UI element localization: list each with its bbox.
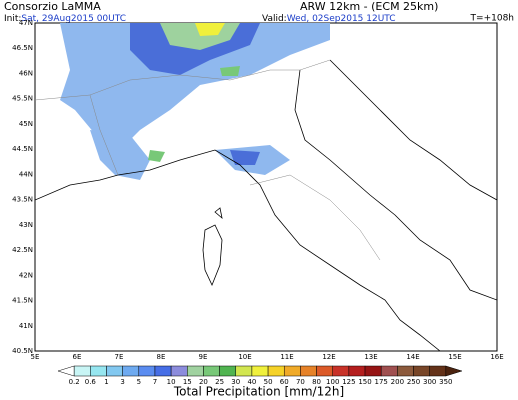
coastlines [35, 59, 497, 351]
lon-label: 7E [115, 353, 124, 361]
colorbar-swatch [187, 365, 204, 377]
colorbar-swatch [235, 365, 253, 377]
lon-label: 6E [73, 353, 82, 361]
lon-label: 5E [31, 353, 40, 361]
lon-label: 9E [199, 353, 208, 361]
lat-label: 41.5N [12, 297, 33, 305]
lon-label: 15E [448, 353, 461, 361]
lat-label: 43N [19, 221, 33, 229]
colorbar-label: 100 [326, 378, 339, 386]
colorbar-swatch [154, 365, 172, 377]
source: Consorzio LaMMA [4, 0, 101, 13]
colorbar-label: 25 [215, 378, 224, 386]
valid-value: Wed, 02Sep2015 12UTC [287, 14, 396, 24]
colorbar-swatch [316, 365, 333, 377]
colorbar-label: 0.2 [69, 378, 80, 386]
colorbar-swatch [364, 365, 382, 377]
colorbar-label: 15 [183, 378, 192, 386]
colorbar-swatch [106, 365, 123, 377]
map [34, 22, 498, 352]
colorbar-label: 70 [296, 378, 305, 386]
lat-label: 42.5N [12, 246, 33, 254]
colorbar-label: 30 [231, 378, 240, 386]
colorbar-label: 125 [342, 378, 355, 386]
colorbar-swatch [332, 365, 350, 377]
colorbar-label: 350 [439, 378, 452, 386]
valid: Valid:Wed, 02Sep2015 12UTC [262, 14, 396, 24]
colorbar-label: 175 [375, 378, 388, 386]
colorbar: 0.2 0.6 1 3 5 7 10 15 20 25 30 40 50 60 70 80 100 125 150 1… [57, 365, 463, 386]
colorbar-swatch [138, 365, 156, 377]
init-value: Sat, 29Aug2015 00UTC [21, 14, 126, 24]
lat-label: 47N [19, 19, 33, 27]
colorbar-label: 5 [137, 378, 141, 386]
colorbar-swatch [251, 365, 269, 377]
colorbar-label: 60 [280, 378, 289, 386]
colorbar-swatch [73, 365, 91, 377]
colorbar-label: 200 [391, 378, 404, 386]
colorbar-label: 300 [423, 378, 436, 386]
colorbar-label: 80 [312, 378, 321, 386]
lat-label: 46.5N [12, 44, 33, 52]
lat-label: 40.5N [12, 347, 33, 355]
lat-label: 46N [19, 69, 33, 77]
lon-labels: 5E 6E 7E 8E 9E 10E 11E 12E 13E 14E 15E 16E [31, 353, 504, 361]
lat-label: 44N [19, 170, 33, 178]
colorbar-label: 250 [407, 378, 420, 386]
colorbar-swatch [170, 365, 188, 377]
lead-time: T=+108h [470, 14, 514, 24]
lat-label: 45.5N [12, 95, 33, 103]
colorbar-label: 50 [264, 378, 273, 386]
colorbar-label: 0.6 [85, 378, 97, 386]
precipitation [60, 23, 330, 180]
init-label: Init: [4, 14, 21, 24]
colorbar-label: 10 [167, 378, 176, 386]
lat-label: 45N [19, 120, 33, 128]
colorbar-label: 150 [358, 378, 371, 386]
lon-label: 10E [238, 353, 251, 361]
colorbar-arrow [57, 365, 75, 377]
colorbar-swatch [300, 365, 317, 377]
colorbar-label: 1 [104, 378, 108, 386]
colorbar-swatch [267, 365, 285, 377]
lat-label: 43.5N [12, 196, 33, 204]
colorbar-swatch [380, 365, 398, 377]
colorbar-swatch [397, 365, 414, 377]
colorbar-swatch [429, 365, 447, 377]
init: Init:Sat, 29Aug2015 00UTC [4, 14, 126, 24]
colorbar-swatch [203, 365, 220, 377]
colorbar-swatch [413, 365, 430, 377]
colorbar-arrow [445, 365, 463, 377]
lon-label: 16E [490, 353, 503, 361]
lon-label: 11E [280, 353, 293, 361]
lon-label: 12E [322, 353, 335, 361]
lat-label: 41N [19, 322, 33, 330]
lon-label: 14E [406, 353, 419, 361]
colorbar-label: 40 [247, 378, 256, 386]
colorbar-label: 7 [153, 378, 157, 386]
lat-labels: 47N 46.5N 46N 45.5N 45N 44.5N 44N 43.5N 43N 42.5N… [12, 19, 33, 355]
colorbar-swatch [348, 365, 366, 377]
valid-label: Valid: [262, 14, 287, 24]
lon-label: 8E [157, 353, 166, 361]
colorbar-swatch [90, 365, 107, 377]
model: ARW 12km - (ECM 25km) [300, 0, 438, 13]
colorbar-label: 20 [199, 378, 208, 386]
colorbar-swatch [219, 365, 237, 377]
colorbar-swatch [122, 365, 140, 377]
colorbar-label: 3 [120, 378, 124, 386]
colorbar-swatch [283, 365, 301, 377]
borders [35, 59, 381, 261]
lat-label: 42N [19, 271, 33, 279]
lon-label: 13E [364, 353, 377, 361]
colorbar-title: Total Precipitation [mm/12h] [173, 385, 344, 399]
lat-label: 44.5N [12, 145, 33, 153]
